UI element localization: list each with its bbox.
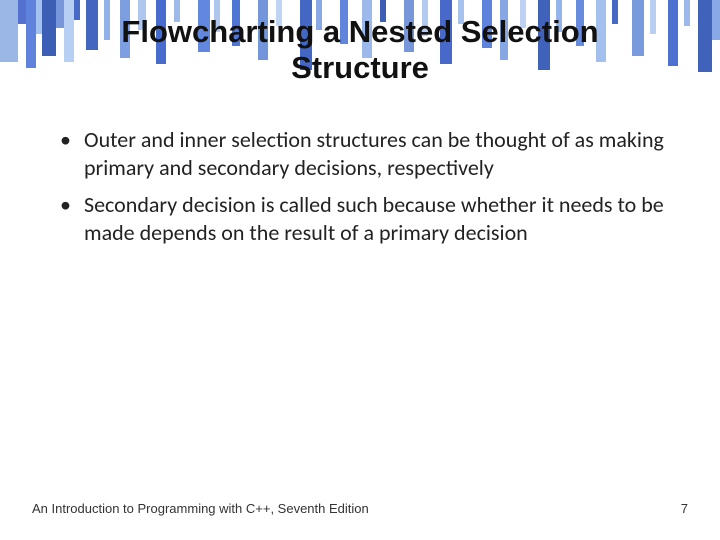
bullet-list: Outer and inner selection structures can… [56,126,670,256]
bullet-item: Secondary decision is called such becaus… [56,191,670,246]
title-line-1: Flowcharting a Nested Selection [121,14,598,49]
page-number: 7 [681,501,688,516]
slide-title: Flowcharting a Nested Selection Structur… [0,14,720,85]
slide: Flowcharting a Nested Selection Structur… [0,0,720,540]
bullet-text: Outer and inner selection structures can… [84,126,664,181]
bullet-text: Secondary decision is called such becaus… [84,191,664,246]
footer-source: An Introduction to Programming with C++,… [32,501,369,516]
title-line-2: Structure [291,50,429,85]
bullet-item: Outer and inner selection structures can… [56,126,670,181]
